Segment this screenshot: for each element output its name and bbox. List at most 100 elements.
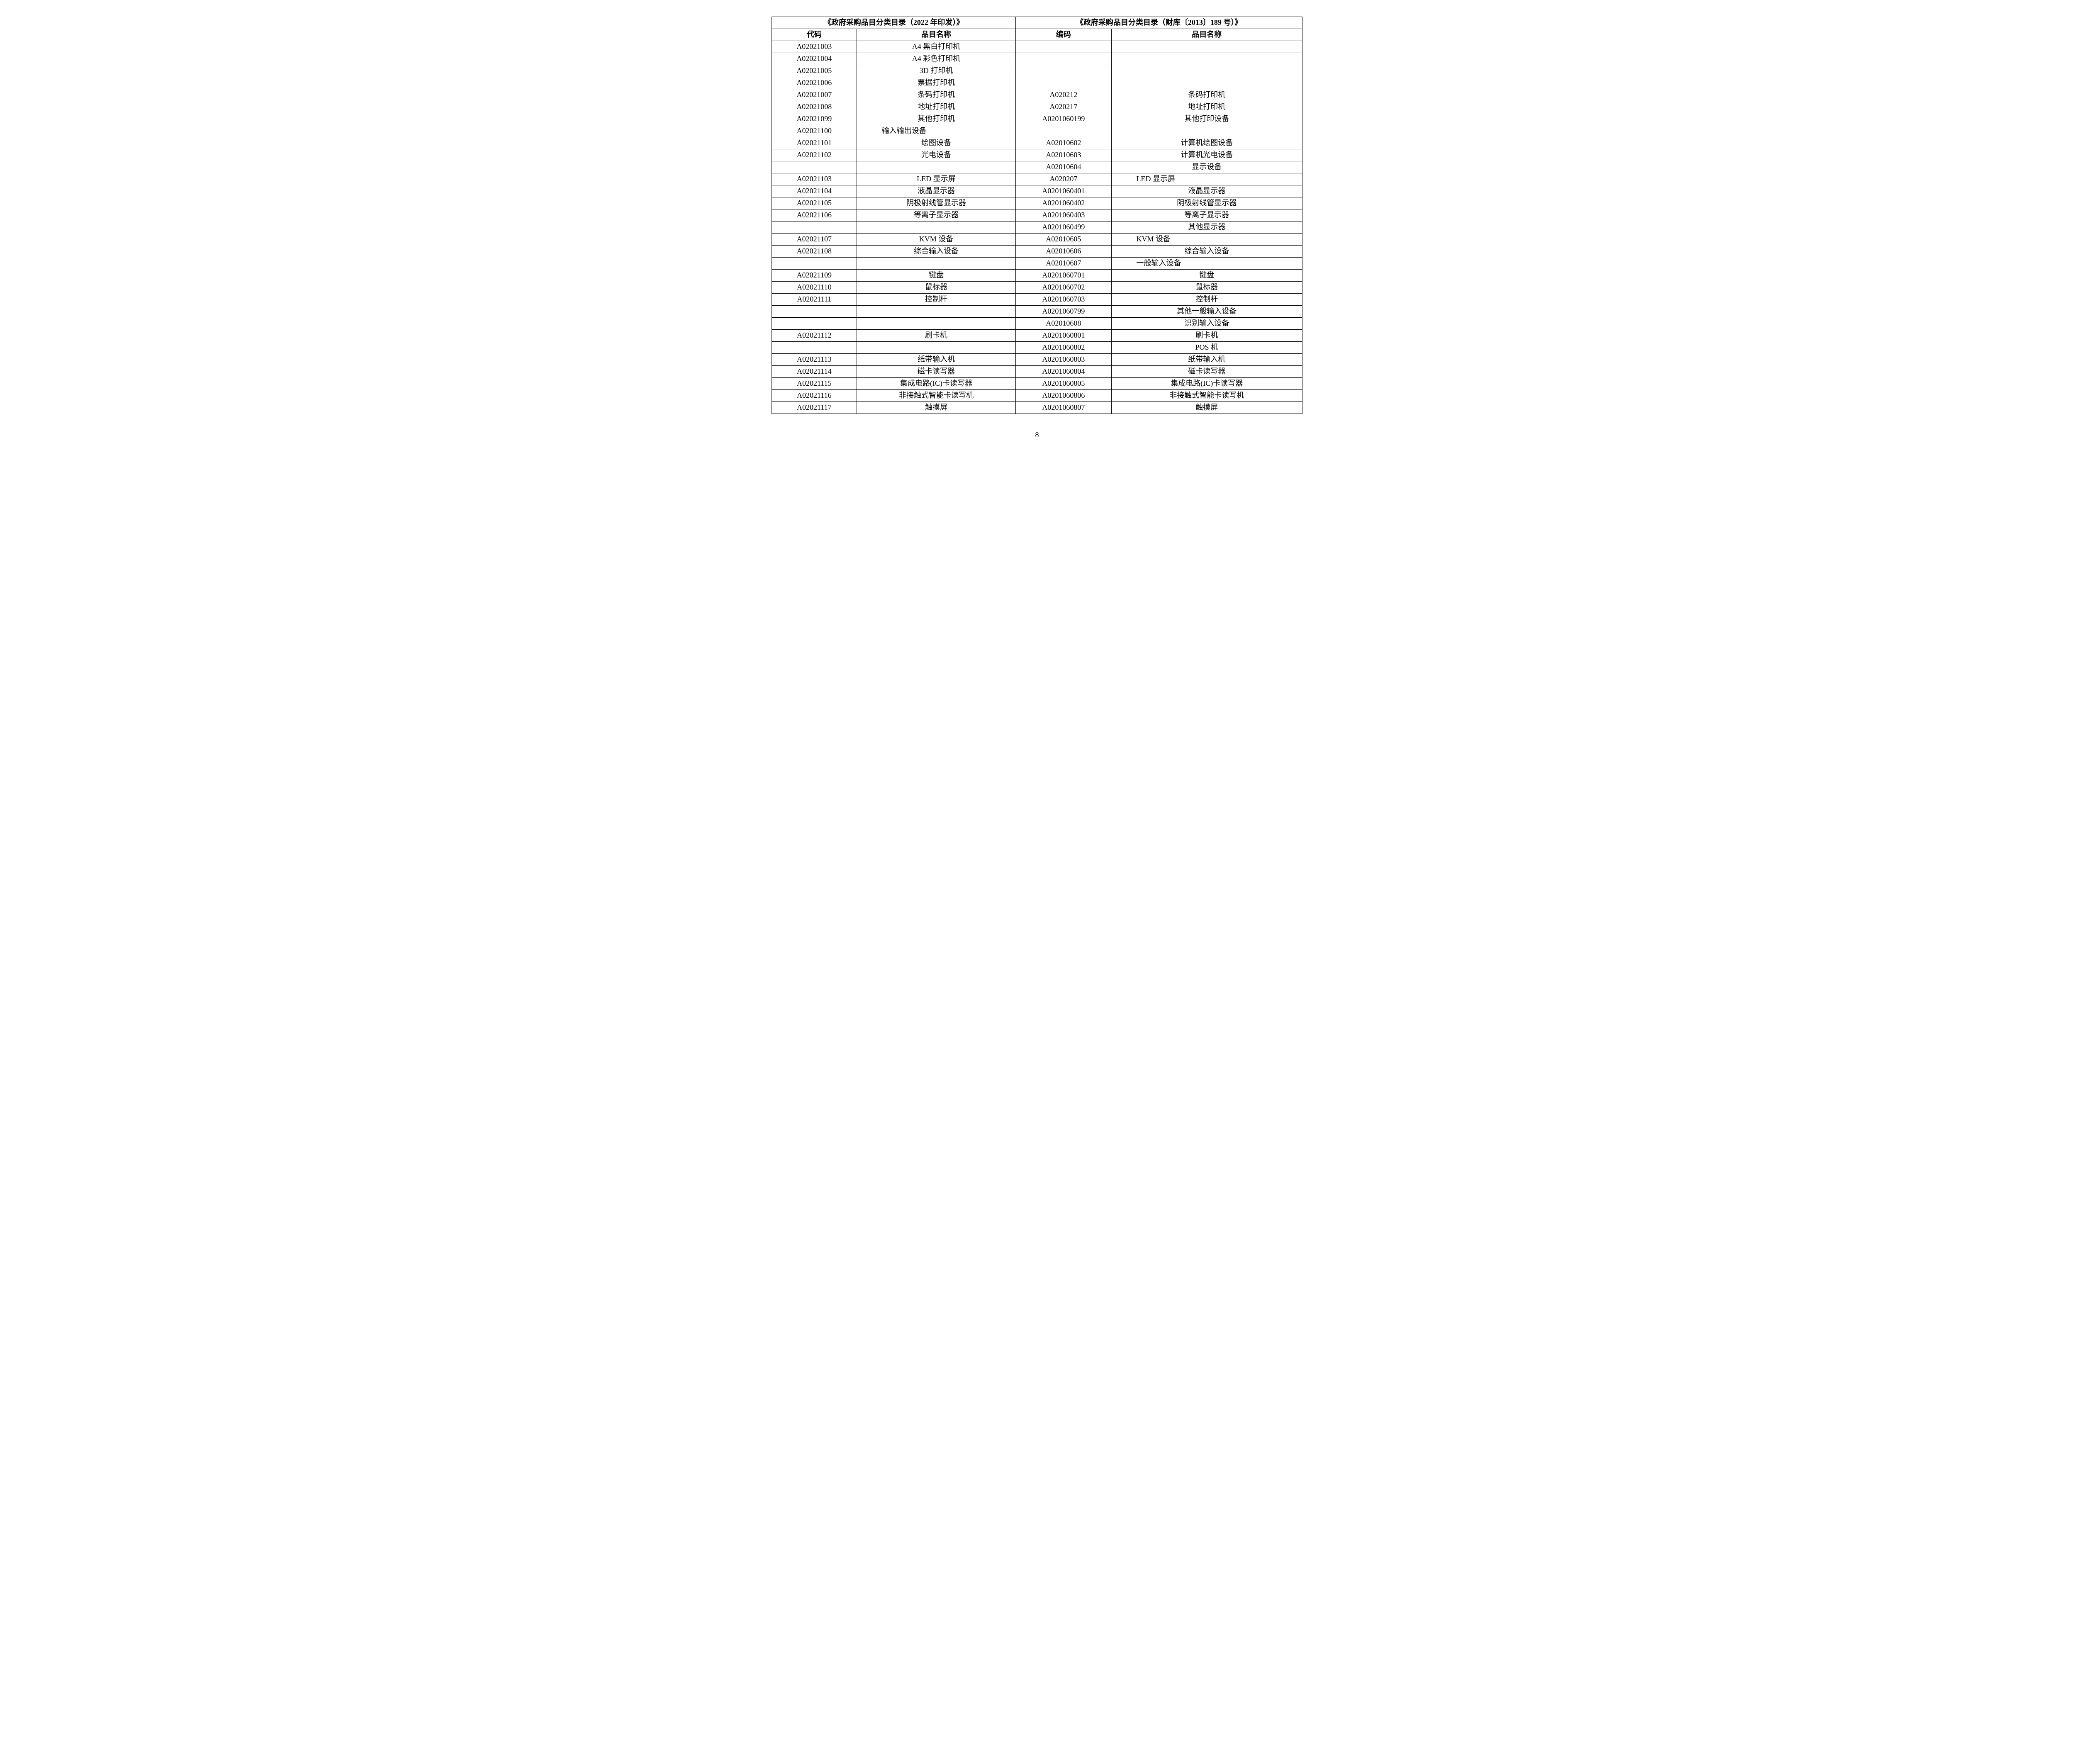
cell-b-code: A0201060802 <box>1016 342 1111 354</box>
table-row: A02021106等离子显示器A0201060403等离子显示器 <box>772 209 1302 221</box>
cell-a-name: 非接触式智能卡读写机 <box>857 390 1016 402</box>
cell-b-name: 地址打印机 <box>1111 101 1302 113</box>
cell-a-name: KVM 设备 <box>857 234 1016 246</box>
cell-a-name <box>857 258 1016 270</box>
cell-b-code: A0201060803 <box>1016 354 1111 366</box>
cell-b-name: 液晶显示器 <box>1111 185 1302 197</box>
cell-a-code <box>772 306 857 318</box>
cell-b-code: A0201060702 <box>1016 282 1111 294</box>
table-row: A02021102光电设备A02010603计算机光电设备 <box>772 149 1302 161</box>
cell-b-name <box>1111 77 1302 89</box>
cell-b-name: 其他一般输入设备 <box>1111 306 1302 318</box>
table-row: A02021115集成电路(IC)卡读写器A0201060805集成电路(IC)… <box>772 378 1302 390</box>
table-row: A02021110鼠标器A0201060702鼠标器 <box>772 282 1302 294</box>
cell-a-name: 液晶显示器 <box>857 185 1016 197</box>
cell-b-code: A020217 <box>1016 101 1111 113</box>
cell-a-code: A02021117 <box>772 402 857 414</box>
cell-b-name: 非接触式智能卡读写机 <box>1111 390 1302 402</box>
table-row: A02021117触摸屏A0201060807触摸屏 <box>772 402 1302 414</box>
cell-b-code <box>1016 125 1111 137</box>
cell-b-code <box>1016 77 1111 89</box>
cell-b-name: POS 机 <box>1111 342 1302 354</box>
cell-a-name: 纸带输入机 <box>857 354 1016 366</box>
table-row: A02021114磁卡读写器A0201060804磁卡读写器 <box>772 366 1302 378</box>
table-row: A02010604显示设备 <box>772 161 1302 173</box>
cell-a-code: A02021116 <box>772 390 857 402</box>
cell-a-code: A02021099 <box>772 113 857 125</box>
cell-a-name: 绘图设备 <box>857 137 1016 149</box>
table-body: A02021003A4 黑白打印机A02021004A4 彩色打印机A02021… <box>772 41 1302 414</box>
table-row: A02021113纸带输入机A0201060803纸带输入机 <box>772 354 1302 366</box>
cell-a-name: 键盘 <box>857 270 1016 282</box>
table-row: A02021003A4 黑白打印机 <box>772 41 1302 53</box>
cell-b-name: 鼠标器 <box>1111 282 1302 294</box>
cell-a-code <box>772 258 857 270</box>
cell-b-code: A02010603 <box>1016 149 1111 161</box>
cell-b-name: 磁卡读写器 <box>1111 366 1302 378</box>
cell-b-name: 控制杆 <box>1111 294 1302 306</box>
cell-b-code <box>1016 53 1111 65</box>
cell-b-name: 计算机绘图设备 <box>1111 137 1302 149</box>
cell-b-code: A0201060199 <box>1016 113 1111 125</box>
cell-b-code: A0201060701 <box>1016 270 1111 282</box>
cell-b-code <box>1016 65 1111 77</box>
cell-a-code: A02021105 <box>772 197 857 209</box>
cell-b-name: 计算机光电设备 <box>1111 149 1302 161</box>
cell-a-name <box>857 318 1016 330</box>
cell-b-code: A0201060402 <box>1016 197 1111 209</box>
cell-b-code: A02010606 <box>1016 246 1111 258</box>
cell-a-name: A4 彩色打印机 <box>857 53 1016 65</box>
cell-b-name <box>1111 41 1302 53</box>
cell-a-name: 磁卡读写器 <box>857 366 1016 378</box>
cell-a-name: 光电设备 <box>857 149 1016 161</box>
cell-b-name <box>1111 53 1302 65</box>
cell-b-name <box>1111 65 1302 77</box>
cell-a-name: 集成电路(IC)卡读写器 <box>857 378 1016 390</box>
table-row: A02021101绘图设备A02010602计算机绘图设备 <box>772 137 1302 149</box>
cell-a-code <box>772 161 857 173</box>
cell-b-name: 显示设备 <box>1111 161 1302 173</box>
table-row: A02021109键盘A0201060701键盘 <box>772 270 1302 282</box>
cell-b-code: A0201060807 <box>1016 402 1111 414</box>
cell-b-code: A02010607 <box>1016 258 1111 270</box>
cell-a-name: 3D 打印机 <box>857 65 1016 77</box>
cell-a-code: A02021108 <box>772 246 857 258</box>
table-row: A02021108综合输入设备A02010606综合输入设备 <box>772 246 1302 258</box>
cell-b-name: 条码打印机 <box>1111 89 1302 101</box>
table-row: A0201060802POS 机 <box>772 342 1302 354</box>
comparison-table: 《政府采购品目分类目录（2022 年印发）》 《政府采购品目分类目录（财库〔20… <box>772 17 1302 414</box>
cell-b-code: A0201060806 <box>1016 390 1111 402</box>
cell-a-code <box>772 342 857 354</box>
cell-a-name: 综合输入设备 <box>857 246 1016 258</box>
cell-a-code: A02021106 <box>772 209 857 221</box>
cell-a-code: A02021103 <box>772 173 857 185</box>
cell-b-code: A0201060805 <box>1016 378 1111 390</box>
cell-b-code: A02010604 <box>1016 161 1111 173</box>
cell-b-name <box>1111 125 1302 137</box>
table-row: A02021006票据打印机 <box>772 77 1302 89</box>
cell-a-code: A02021111 <box>772 294 857 306</box>
cell-a-name: 条码打印机 <box>857 89 1016 101</box>
cell-b-code: A0201060801 <box>1016 330 1111 342</box>
header-col-a-code: 代码 <box>772 29 857 41</box>
table-row: A02010607一般输入设备 <box>772 258 1302 270</box>
cell-b-name: 纸带输入机 <box>1111 354 1302 366</box>
cell-a-code: A02021004 <box>772 53 857 65</box>
header-col-b-code: 编码 <box>1016 29 1111 41</box>
header-col-b-name: 品目名称 <box>1111 29 1302 41</box>
cell-a-name: 阴极射线管显示器 <box>857 197 1016 209</box>
cell-b-code: A02010605 <box>1016 234 1111 246</box>
table-row: A02021004A4 彩色打印机 <box>772 53 1302 65</box>
cell-b-name: 综合输入设备 <box>1111 246 1302 258</box>
table-row: A020210053D 打印机 <box>772 65 1302 77</box>
cell-a-name <box>857 306 1016 318</box>
cell-b-code: A020207 <box>1016 173 1111 185</box>
cell-a-name <box>857 342 1016 354</box>
cell-a-code: A02021008 <box>772 101 857 113</box>
cell-a-name: 输入输出设备 <box>857 125 1016 137</box>
cell-b-name: LED 显示屏 <box>1111 173 1302 185</box>
cell-a-code: A02021100 <box>772 125 857 137</box>
header-left-title: 《政府采购品目分类目录（2022 年印发）》 <box>772 17 1016 29</box>
cell-b-name: 触摸屏 <box>1111 402 1302 414</box>
cell-a-name <box>857 221 1016 234</box>
